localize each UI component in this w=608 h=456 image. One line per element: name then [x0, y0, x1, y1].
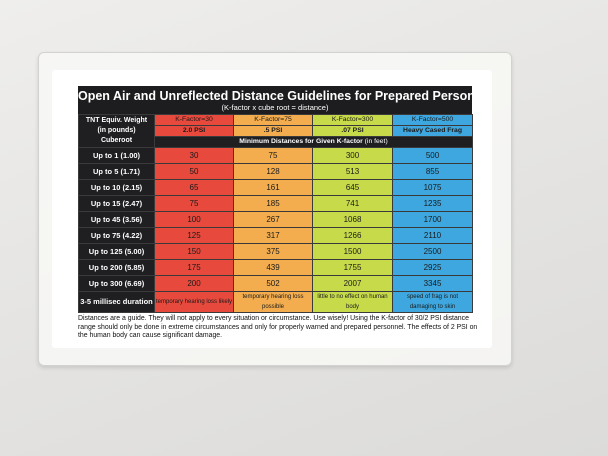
duration-label: 3-5 millisec duration — [78, 291, 155, 313]
distance-cell: 175 — [154, 259, 234, 276]
kfactor-header-500: K-Factor=500 — [392, 114, 473, 126]
min-distance-unit: (in feet) — [362, 138, 388, 145]
psi-header-75: .5 PSI — [233, 125, 313, 137]
effect-note: little to no effect on human body — [312, 291, 393, 313]
table-row: Up to 15 (2.47) 75 185 741 1235 — [78, 195, 473, 212]
distance-guide: Open Air and Unreflected Distance Guidel… — [78, 86, 493, 341]
distance-cell: 1500 — [312, 243, 393, 260]
distance-cell: 741 — [312, 195, 393, 212]
row-label: Up to 125 (5.00) — [78, 243, 155, 260]
distance-cell: 50 — [154, 163, 234, 180]
distance-cell: 1266 — [312, 227, 393, 244]
distance-cell: 3345 — [392, 275, 473, 292]
distance-cell: 125 — [154, 227, 234, 244]
psi-header-30: 2.0 PSI — [154, 125, 234, 137]
row-label: Up to 75 (4.22) — [78, 227, 155, 244]
distance-cell: 502 — [233, 275, 313, 292]
row-label: Up to 45 (3.56) — [78, 211, 155, 228]
table-row: Up to 1 (1.00) 30 75 300 500 — [78, 147, 473, 164]
distance-cell: 161 — [233, 179, 313, 196]
psi-row: 2.0 PSI .5 PSI .07 PSI Heavy Cased Frag — [79, 125, 473, 137]
distance-cell: 2500 — [392, 243, 473, 260]
distance-cell: 1755 — [312, 259, 393, 276]
distance-cell: 1075 — [392, 179, 473, 196]
table-row: Up to 45 (3.56) 100 267 1068 1700 — [78, 211, 473, 228]
duration-row: 3-5 millisec duration temporary hearing … — [78, 291, 473, 313]
distance-cell: 1700 — [392, 211, 473, 228]
effect-note: temporary hearing loss likely — [154, 291, 234, 313]
weight-header: TNT Equiv. Weight (in pounds) Cuberoot — [78, 114, 155, 148]
kfactor-header-30: K-Factor=30 — [154, 114, 234, 126]
table-row: Up to 75 (4.22) 125 317 1266 2110 — [78, 227, 473, 244]
table-row: Up to 125 (5.00) 150 375 1500 2500 — [78, 243, 473, 260]
row-label: Up to 1 (1.00) — [78, 147, 155, 164]
distance-cell: 75 — [233, 147, 313, 164]
distance-cell: 2110 — [392, 227, 473, 244]
table-row: Up to 10 (2.15) 65 161 645 1075 — [78, 179, 473, 196]
weight-header-line-1: TNT Equiv. Weight — [85, 117, 148, 124]
row-label: Up to 10 (2.15) — [78, 179, 155, 196]
row-label: Up to 200 (5.85) — [78, 259, 155, 276]
psi-header-300: .07 PSI — [312, 125, 393, 137]
row-label: Up to 300 (6.69) — [78, 275, 155, 292]
row-label: Up to 15 (2.47) — [78, 195, 155, 212]
distance-cell: 200 — [154, 275, 234, 292]
weight-header-line-2: (in pounds) — [97, 127, 136, 134]
title-block: Open Air and Unreflected Distance Guidel… — [78, 86, 493, 114]
kfactor-header-75: K-Factor=75 — [233, 114, 313, 126]
guide-title: Open Air and Unreflected Distance Guidel… — [78, 89, 493, 103]
kfactor-header-300: K-Factor=300 — [312, 114, 393, 126]
distance-cell: 375 — [233, 243, 313, 260]
distance-cell: 500 — [392, 147, 473, 164]
distance-cell: 855 — [392, 163, 473, 180]
distance-cell: 30 — [154, 147, 234, 164]
min-distance-title: Minimum Distances for Given K-factor — [239, 138, 363, 145]
distance-cell: 1235 — [392, 195, 473, 212]
disclaimer-text: Distances are a guide. They will not app… — [78, 315, 478, 339]
table-row: Up to 200 (5.85) 175 439 1755 2925 — [78, 259, 473, 276]
distance-cell: 185 — [233, 195, 313, 212]
distance-cell: 75 — [154, 195, 234, 212]
distance-cell: 2007 — [312, 275, 393, 292]
distance-cell: 267 — [233, 211, 313, 228]
distance-cell: 513 — [312, 163, 393, 180]
effect-note: temporary hearing loss possible — [233, 291, 313, 313]
guide-subtitle: (K-factor x cube root = distance) — [221, 103, 329, 112]
table-row: Up to 300 (6.69) 200 502 2007 3345 — [78, 275, 473, 292]
min-distance-header: Minimum Distances for Given K-factor (in… — [154, 136, 473, 148]
distance-cell: 317 — [233, 227, 313, 244]
distance-cell: 1068 — [312, 211, 393, 228]
distance-cell: 100 — [154, 211, 234, 228]
distance-cell: 128 — [233, 163, 313, 180]
psi-header-500: Heavy Cased Frag — [392, 125, 473, 137]
distance-cell: 300 — [312, 147, 393, 164]
distance-cell: 439 — [233, 259, 313, 276]
distance-cell: 150 — [154, 243, 234, 260]
distance-cell: 65 — [154, 179, 234, 196]
weight-header-line-3: Cuberoot — [100, 137, 133, 144]
distance-table: TNT Equiv. Weight (in pounds) Cuberoot K… — [78, 114, 473, 313]
kfactor-row: TNT Equiv. Weight (in pounds) Cuberoot K… — [78, 114, 473, 148]
effect-note: speed of frag is not damaging to skin — [392, 291, 473, 313]
distance-cell: 2925 — [392, 259, 473, 276]
table-row: Up to 5 (1.71) 50 128 513 855 — [78, 163, 473, 180]
distance-cell: 645 — [312, 179, 393, 196]
row-label: Up to 5 (1.71) — [78, 163, 155, 180]
